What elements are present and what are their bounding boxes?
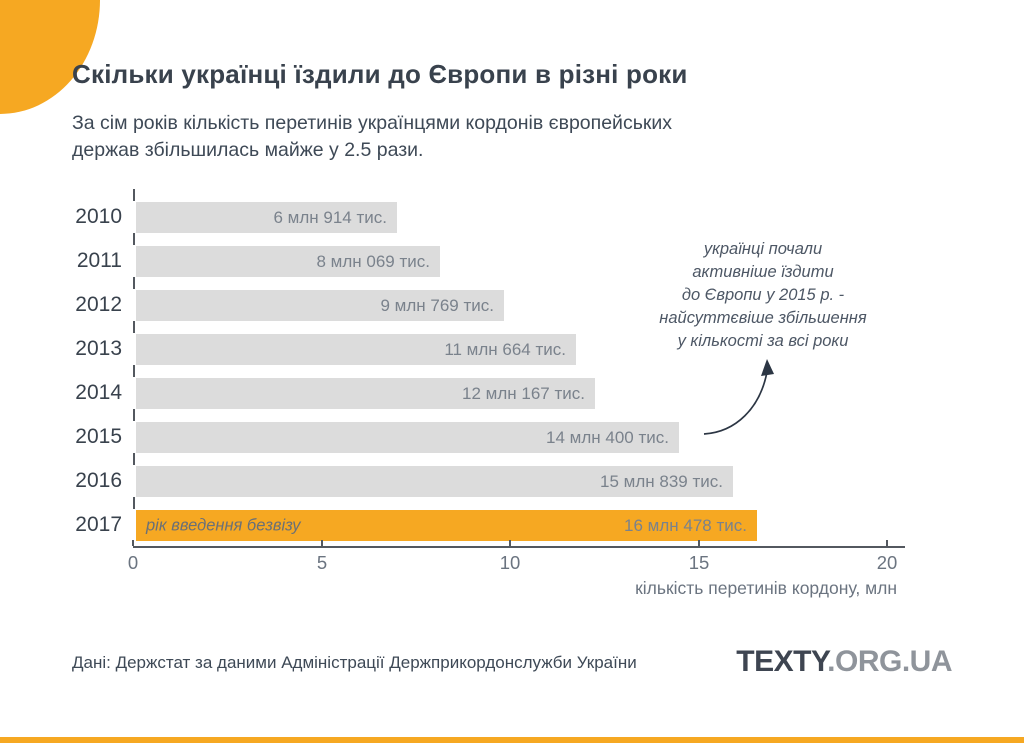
orange-bottom-strip (0, 737, 1024, 743)
bar-value-label: 6 млн 914 тис. (273, 207, 388, 227)
category-axis-tick (133, 365, 135, 377)
x-axis-tick (698, 540, 700, 546)
bar-2017: рік введення безвізу 16 млн 478 тис. (136, 510, 757, 541)
category-label-2017: 2017 (75, 513, 122, 536)
bar-value-label: 16 млн 478 тис. (624, 515, 747, 535)
category-axis-tick (133, 233, 135, 245)
chart-annotation: українці почали активніше їздити до Євро… (659, 240, 867, 350)
x-axis-tick-label: 10 (499, 552, 521, 573)
category-axis-tick (133, 277, 135, 289)
annotation-arrow-icon (703, 359, 774, 435)
category-label-2010: 2010 (75, 205, 122, 228)
bar-value-label: 9 млн 769 тис. (380, 295, 495, 315)
bar-2015: 14 млн 400 тис. (136, 422, 679, 453)
category-label-2012: 2012 (75, 293, 122, 316)
texty-logo-secondary: .ORG.UA (827, 645, 952, 678)
category-axis-tick (133, 189, 135, 201)
bar-2016: 15 млн 839 тис. (136, 466, 733, 497)
category-axis-tick (133, 409, 135, 421)
category-axis-tick (133, 453, 135, 465)
bar-note: рік введення безвізу (146, 516, 301, 534)
category-axis-tick (133, 321, 135, 333)
category-label-2014: 2014 (75, 381, 122, 404)
category-label-2013: 2013 (75, 337, 122, 360)
data-source: Дані: Держстат за даними Адміністрації Д… (72, 653, 637, 672)
x-axis-tick (509, 540, 511, 546)
x-axis-caption: кількість перетинів кордону, млн (635, 578, 897, 598)
x-axis-tick-label: 15 (688, 552, 710, 573)
bar-2012: 9 млн 769 тис. (136, 290, 504, 321)
x-axis-tick-label: 0 (127, 552, 139, 573)
category-axis-tick (133, 497, 135, 509)
bar-value-label: 8 млн 069 тис. (316, 251, 431, 271)
bar-2011: 8 млн 069 тис. (136, 246, 440, 277)
texty-logo-primary: TEXTY (736, 645, 828, 678)
x-axis-tick (132, 540, 134, 546)
category-label-2016: 2016 (75, 469, 122, 492)
bar-2013: 11 млн 664 тис. (136, 334, 576, 365)
bar-value-label: 12 млн 167 тис. (462, 383, 585, 403)
category-label-2011: 2011 (76, 249, 122, 272)
bar-value-label: 14 млн 400 тис. (546, 427, 669, 447)
bar-2010: 6 млн 914 тис. (136, 202, 397, 233)
bar-2014: 12 млн 167 тис. (136, 378, 595, 409)
x-axis-line (133, 546, 905, 548)
page-title: Скільки українці їздили до Європи в різн… (72, 59, 688, 90)
texty-logo: TEXTY.ORG.UA (736, 645, 952, 679)
page-subtitle: За сім років кількість перетинів українц… (72, 111, 673, 162)
bar-value-label: 15 млн 839 тис. (600, 471, 723, 491)
x-axis-tick-label: 5 (316, 552, 328, 573)
x-axis-tick (886, 540, 888, 546)
category-label-2015: 2015 (75, 425, 122, 448)
x-axis-tick-label: 20 (876, 552, 898, 573)
bar-value-label: 11 млн 664 тис. (444, 339, 566, 359)
x-axis-tick (321, 540, 323, 546)
